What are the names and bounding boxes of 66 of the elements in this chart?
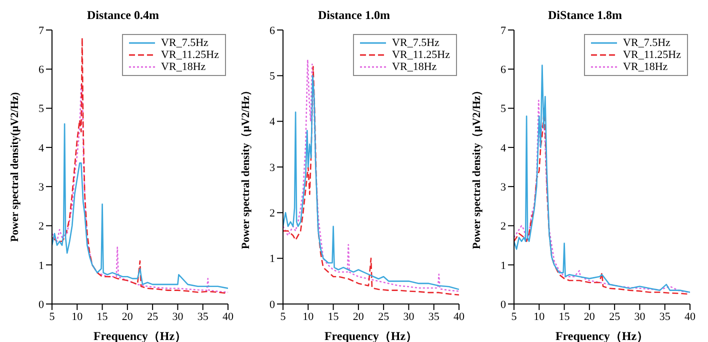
legend-label: VR_18Hz bbox=[161, 61, 206, 73]
x-tick-label: 5 bbox=[280, 310, 286, 323]
legend-label: VR_7.5Hz bbox=[392, 37, 440, 49]
line-series bbox=[514, 64, 690, 293]
x-tick-label: 5 bbox=[49, 310, 56, 323]
y-axis-title: Power spectral density(μV2/Hz) bbox=[8, 92, 21, 242]
x-tick-label: 20 bbox=[584, 310, 596, 323]
y-tick-label: 3 bbox=[270, 162, 276, 174]
x-tick-label: 10 bbox=[72, 310, 84, 323]
y-tick-label: 5 bbox=[38, 103, 44, 116]
x-tick-label: 35 bbox=[659, 310, 671, 323]
x-tick-label: 10 bbox=[302, 310, 314, 323]
x-tick-label: 15 bbox=[328, 310, 340, 323]
x-tick-label: 25 bbox=[147, 310, 159, 323]
x-tick-label: 15 bbox=[96, 310, 108, 323]
legend-label: VR_7.5Hz bbox=[161, 37, 208, 49]
y-tick-label: 2 bbox=[270, 208, 275, 220]
y-tick-label: 3 bbox=[38, 181, 44, 194]
x-tick-label: 35 bbox=[197, 310, 209, 323]
legend-label: VR_18Hz bbox=[392, 61, 437, 73]
x-tick-label: 20 bbox=[352, 310, 364, 323]
y-tick-label: 2 bbox=[38, 220, 44, 233]
y-axis-title: Power spectral density（μV2/Hz） bbox=[240, 84, 252, 250]
y-tick-label: 4 bbox=[270, 116, 276, 128]
line-series bbox=[52, 123, 228, 289]
chart-title: DiStance 1.8m bbox=[547, 8, 623, 24]
y-tick-label: 6 bbox=[270, 24, 276, 37]
x-tick-label: 25 bbox=[378, 310, 390, 323]
y-tick-label: 4 bbox=[38, 142, 44, 154]
x-tick-label: 30 bbox=[634, 310, 646, 323]
y-tick-label: 5 bbox=[500, 103, 506, 116]
y-tick-label: 0 bbox=[270, 298, 276, 311]
y-tick-label: 0 bbox=[500, 298, 506, 311]
line-series bbox=[52, 84, 228, 293]
chart-title: Distance 0.4m bbox=[86, 8, 160, 24]
x-tick-label: 5 bbox=[511, 310, 518, 323]
x-tick-label: 30 bbox=[172, 310, 184, 323]
x-tick-label: 15 bbox=[558, 310, 570, 323]
x-tick-label: 40 bbox=[454, 310, 465, 323]
x-tick-label: 40 bbox=[222, 310, 234, 323]
y-tick-label: 0 bbox=[38, 298, 44, 311]
x-tick-label: 40 bbox=[684, 310, 696, 323]
x-tick-label: 10 bbox=[534, 310, 546, 323]
y-tick-label: 2 bbox=[500, 220, 506, 233]
y-tick-label: 7 bbox=[38, 24, 44, 37]
legend-label: VR_11.25Hz bbox=[623, 49, 681, 61]
y-tick-label: 5 bbox=[270, 70, 276, 83]
x-tick-label: 35 bbox=[428, 310, 440, 323]
y-tick-label: 4 bbox=[500, 142, 506, 154]
y-tick-label: 7 bbox=[500, 24, 506, 37]
x-tick-label: 30 bbox=[403, 310, 415, 323]
legend-label: VR_18Hz bbox=[623, 61, 668, 73]
y-tick-label: 6 bbox=[500, 64, 506, 76]
legend-label: VR_11.25Hz bbox=[392, 49, 450, 61]
y-axis-title: Power spectral density（μV2/Hz） bbox=[470, 84, 483, 250]
x-tick-label: 25 bbox=[609, 310, 621, 323]
line-series bbox=[52, 37, 228, 294]
y-tick-label: 3 bbox=[500, 181, 506, 194]
y-tick-label: 1 bbox=[500, 260, 506, 272]
legend-label: VR_11.25Hz bbox=[161, 49, 219, 61]
chart-title: Distance 1.0m bbox=[317, 8, 391, 24]
x-tick-label: 20 bbox=[122, 310, 134, 323]
y-tick-label: 1 bbox=[270, 253, 275, 266]
y-tick-label: 1 bbox=[38, 260, 44, 272]
legend-label: VR_7.5Hz bbox=[623, 37, 670, 49]
y-tick-label: 6 bbox=[38, 64, 44, 76]
